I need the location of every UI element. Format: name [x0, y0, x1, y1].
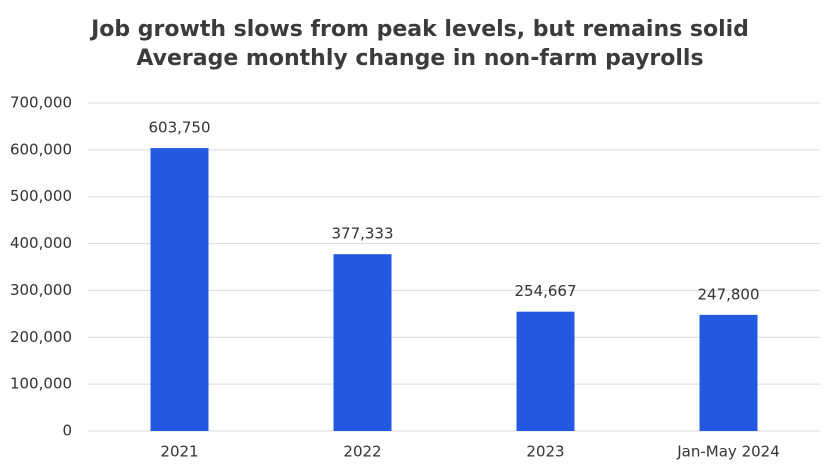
y-tick-label: 200,000: [10, 328, 72, 346]
y-tick-label: 600,000: [10, 140, 72, 158]
value-label: 603,750: [148, 119, 210, 137]
x-tick-label: 2021: [160, 443, 198, 461]
y-tick-label: 400,000: [10, 234, 72, 252]
x-tick-label: 2023: [526, 443, 564, 461]
bar: [516, 311, 575, 431]
y-tick-label: 500,000: [10, 187, 72, 205]
y-tick-label: 100,000: [10, 375, 72, 393]
y-tick-label: 700,000: [10, 94, 72, 112]
value-label: 254,667: [514, 282, 576, 300]
y-tick-label: 300,000: [10, 281, 72, 299]
bar: [333, 254, 392, 431]
x-tick-label: 2022: [343, 443, 381, 461]
value-label: 377,333: [331, 225, 393, 243]
y-tick-label: 0: [62, 422, 72, 440]
chart-title: Job growth slows from peak levels, but r…: [89, 17, 749, 42]
chart-subtitle: Average monthly change in non-farm payro…: [136, 46, 703, 71]
bar: [150, 148, 209, 431]
bar: [699, 314, 758, 431]
value-label: 247,800: [697, 285, 759, 303]
x-tick-label: Jan-May 2024: [676, 443, 780, 461]
